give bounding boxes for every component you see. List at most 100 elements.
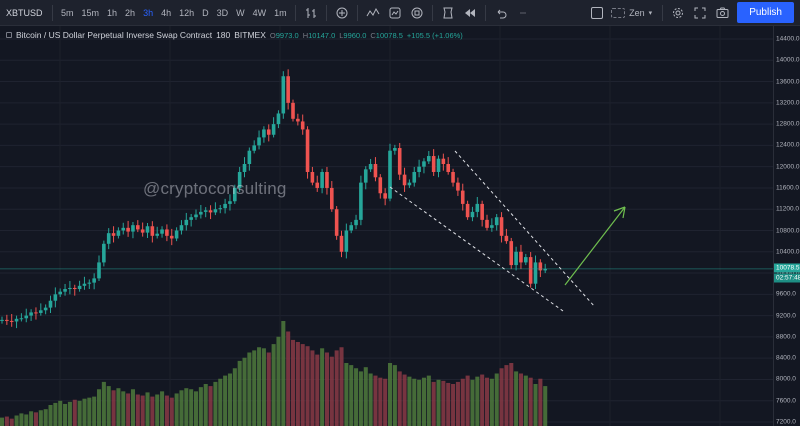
candle-body (393, 148, 397, 151)
price-tick: 14400.0 (776, 35, 800, 43)
volume-bar (4, 416, 9, 426)
alert-icon[interactable] (440, 5, 456, 21)
candle-body (24, 315, 29, 319)
candle-body (286, 76, 290, 103)
volume-bar (354, 368, 359, 426)
chart-pane[interactable] (0, 26, 773, 426)
interval-3h[interactable]: 3h (143, 7, 154, 18)
volume-bar (320, 348, 325, 426)
volume-bar (194, 391, 199, 426)
volume-bar (315, 354, 320, 426)
camera-icon[interactable] (714, 5, 730, 21)
volume-bar (72, 399, 77, 426)
price-tick: 7600.0 (776, 397, 796, 405)
volume-bar (160, 391, 165, 426)
high-value: 10147.0 (308, 30, 336, 40)
candle-body (19, 318, 24, 320)
symbol-title: Bitcoin / US Dollar Perpetual Inverse Sw… (16, 30, 213, 40)
volume-bar (436, 379, 441, 426)
layout-name[interactable]: Zen ▾ (611, 7, 652, 18)
interval-d[interactable]: D (202, 7, 209, 18)
interval-4h[interactable]: 4h (161, 7, 172, 18)
series-legend: Bitcoin / US Dollar Perpetual Inverse Sw… (6, 28, 463, 42)
interval-5m[interactable]: 5m (61, 7, 74, 18)
candle-body (378, 177, 383, 194)
redo-icon[interactable] (515, 5, 531, 21)
interval-1m[interactable]: 1m (274, 7, 287, 18)
candle-body (184, 219, 189, 226)
interval-2h[interactable]: 2h (125, 7, 136, 18)
candle-body (242, 164, 247, 172)
interval-1h[interactable]: 1h (107, 7, 118, 18)
volume-bar (111, 390, 116, 426)
volume-bar (402, 374, 407, 426)
candle-body (194, 214, 198, 218)
cloud-icon (611, 7, 626, 18)
candle-body (470, 211, 475, 218)
candle-body (5, 319, 9, 321)
toolbar-divider (52, 4, 53, 21)
publish-button[interactable]: Publish (737, 2, 794, 23)
price-tick: 12800.0 (776, 120, 800, 128)
candle-body (524, 257, 528, 263)
candle-body (446, 164, 450, 172)
price-axis[interactable]: 14400.0 14000.0 13600.0 13200.0 12800.0 12400… (773, 26, 800, 426)
volume-bar (295, 342, 300, 426)
volume-bar (334, 350, 339, 426)
volume-bar (421, 377, 426, 426)
candle-body (460, 190, 465, 204)
price-tick: 8400.0 (776, 354, 796, 362)
candle-body (451, 171, 455, 183)
financials-icon[interactable] (409, 5, 425, 21)
indicators-icon[interactable] (365, 5, 381, 21)
candle-body (310, 171, 315, 183)
layout-select-icon[interactable] (591, 6, 604, 19)
undo-icon[interactable] (493, 5, 509, 21)
volume-bar (33, 412, 38, 426)
volume-bar (451, 384, 456, 426)
candle-body (315, 182, 320, 188)
interval-12h[interactable]: 12h (179, 7, 195, 18)
volume-bar (281, 321, 286, 426)
legend-interval: 180 (216, 30, 231, 40)
volume-bar (388, 363, 393, 426)
toolbar-divider (431, 4, 433, 21)
symbol-search[interactable]: XBTUSD (6, 7, 43, 18)
templates-icon[interactable] (387, 5, 403, 21)
volume-bar (523, 375, 528, 426)
candle-body (407, 182, 412, 186)
volume-bar (101, 381, 106, 426)
candle-body (233, 187, 237, 202)
candle-body (397, 148, 402, 175)
volume-bar (470, 379, 475, 426)
interval-3d[interactable]: 3D (216, 7, 229, 18)
interval-15m[interactable]: 15m (81, 7, 100, 18)
volume-bar (455, 381, 460, 426)
interval-list: 5m 15m 1h 2h 3h 4h 12h D 3D W 4W 1m (57, 8, 291, 18)
candle-body (296, 118, 300, 122)
volume-bar (174, 393, 179, 426)
volume-bar (145, 392, 150, 426)
arrow-head (613, 206, 626, 219)
replay-icon[interactable] (462, 5, 478, 21)
gear-icon[interactable] (670, 5, 686, 21)
candle-body (179, 225, 184, 231)
volume-bar (9, 418, 14, 426)
candle-body (402, 174, 407, 186)
price-tick: 10400.0 (776, 248, 800, 256)
volume-bar (203, 384, 208, 426)
volume-bar (412, 378, 417, 426)
interval-4w[interactable]: 4W (252, 7, 267, 18)
fullscreen-icon[interactable] (692, 5, 708, 21)
candle-body (247, 150, 252, 165)
candle-body (305, 129, 310, 172)
legend-collapse-icon[interactable] (6, 32, 12, 38)
volume-bar (213, 381, 218, 426)
candle-body (208, 210, 213, 213)
compare-add-icon[interactable] (334, 5, 350, 21)
volume-bar (252, 350, 257, 426)
candle-body (475, 203, 480, 212)
bar-style-icon[interactable] (303, 5, 319, 21)
candle-body (490, 225, 494, 228)
interval-w[interactable]: W (236, 7, 245, 18)
